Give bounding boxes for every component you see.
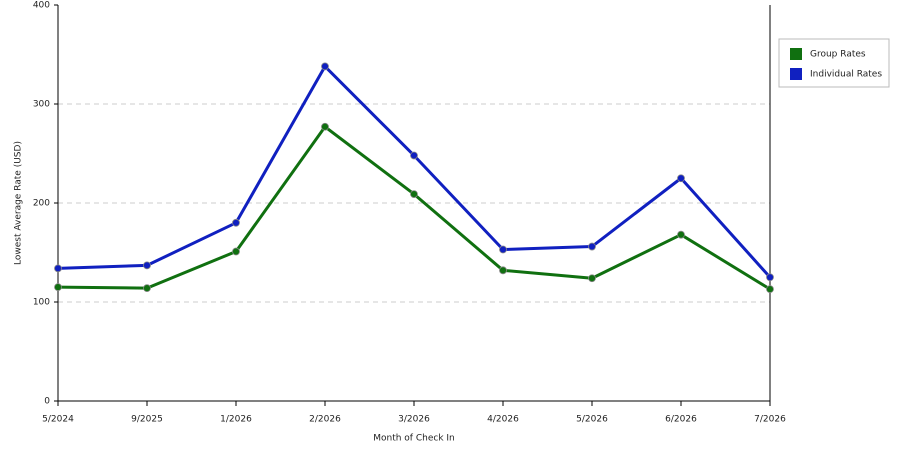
- legend-swatch: [790, 68, 802, 80]
- y-axis-label: Lowest Average Rate (USD): [14, 141, 24, 265]
- y-tick-label: 100: [33, 298, 50, 308]
- x-tick-label: 6/2026: [665, 415, 697, 425]
- data-point: [143, 261, 151, 270]
- legend-label: Individual Rates: [810, 70, 882, 80]
- legend-label: Group Rates: [810, 50, 866, 60]
- data-point: [499, 266, 507, 275]
- data-point: [499, 245, 507, 254]
- y-tick-label: 400: [33, 1, 50, 11]
- x-tick-label: 2/2026: [309, 415, 341, 425]
- x-tick-label: 5/2024: [42, 415, 74, 425]
- data-point: [588, 242, 596, 251]
- data-point: [321, 62, 329, 71]
- data-point: [54, 264, 62, 273]
- data-point: [766, 285, 774, 294]
- x-tick-label: 4/2026: [487, 415, 519, 425]
- data-point: [677, 174, 685, 183]
- data-point: [321, 122, 329, 131]
- data-point: [766, 273, 774, 282]
- x-axis-label: Month of Check In: [373, 434, 455, 444]
- data-point: [232, 247, 240, 256]
- data-point: [410, 151, 418, 160]
- legend-swatch: [790, 48, 802, 60]
- y-tick-label: 300: [33, 100, 50, 110]
- y-tick-label: 200: [33, 199, 50, 209]
- data-point: [677, 230, 685, 239]
- y-tick-label: 0: [44, 397, 50, 407]
- x-tick-label: 1/2026: [220, 415, 252, 425]
- data-point: [54, 283, 62, 292]
- data-point: [410, 190, 418, 198]
- x-tick-label: 7/2026: [754, 415, 786, 425]
- x-tick-label: 9/2025: [131, 415, 163, 425]
- x-tick-label: 3/2026: [398, 415, 430, 425]
- data-point: [232, 218, 240, 227]
- x-tick-label: 5/2026: [576, 415, 608, 425]
- data-point: [588, 274, 596, 283]
- data-point: [143, 284, 151, 293]
